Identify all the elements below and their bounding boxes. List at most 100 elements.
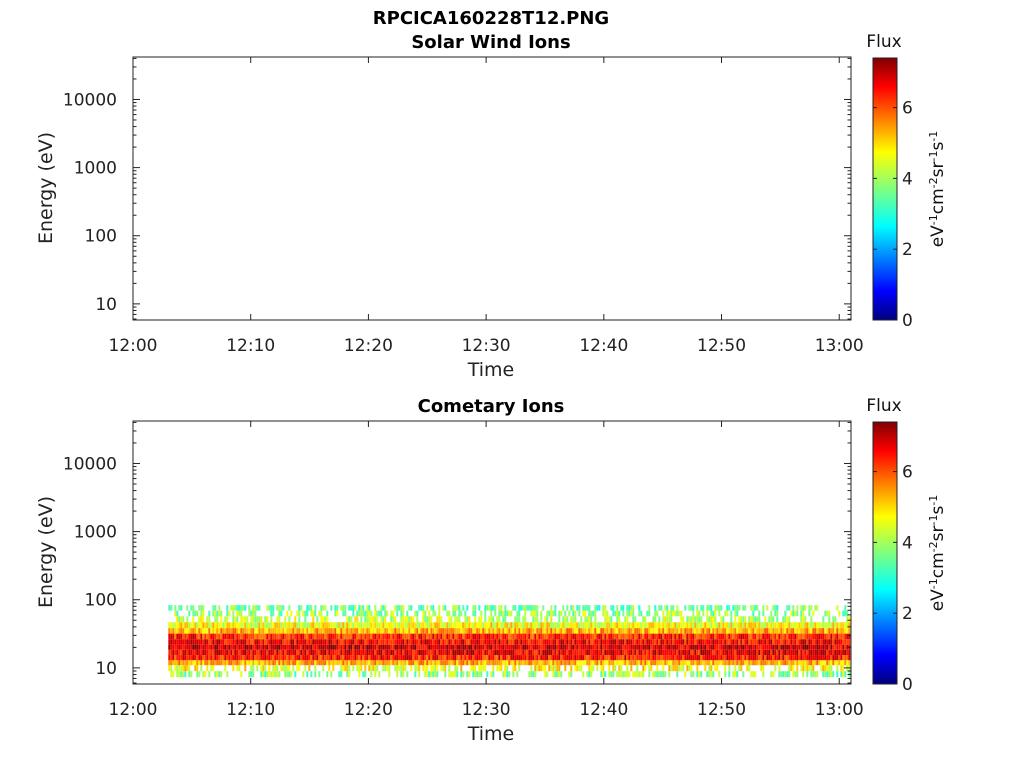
heatmap-cell	[350, 655, 353, 661]
heatmap-cell	[374, 665, 377, 672]
heatmap-cell	[536, 605, 539, 611]
heatmap-cell	[256, 633, 259, 640]
heatmap-cell	[446, 649, 449, 656]
heatmap-cell	[828, 622, 831, 629]
heatmap-cell	[392, 628, 395, 634]
heatmap-cell	[844, 622, 847, 629]
heatmap-cell	[438, 610, 441, 617]
heatmap-cell	[610, 616, 613, 623]
heatmap-cell	[334, 639, 337, 645]
heatmap-cell	[824, 665, 827, 672]
heatmap-cell	[792, 644, 795, 650]
heatmap-cell	[682, 628, 685, 634]
heatmap-cell	[236, 660, 239, 666]
heatmap-cell	[404, 622, 407, 629]
heatmap-cell	[766, 649, 769, 656]
heatmap-cell	[468, 616, 471, 623]
heatmap-cell	[364, 665, 367, 672]
heatmap-cell	[618, 628, 621, 634]
heatmap-cell	[530, 628, 533, 634]
heatmap-cell	[196, 628, 199, 634]
heatmap-cell	[782, 671, 785, 678]
heatmap-cell	[262, 633, 265, 640]
heatmap-cell	[248, 671, 251, 678]
heatmap-cell	[506, 628, 509, 634]
heatmap-cell	[442, 665, 445, 672]
heatmap-cell	[390, 655, 393, 661]
heatmap-cell	[524, 655, 527, 661]
heatmap-cell	[360, 665, 363, 672]
heatmap-cell	[668, 633, 671, 640]
heatmap-cell	[754, 644, 757, 650]
heatmap-cell	[506, 649, 509, 656]
heatmap-cell	[202, 628, 205, 634]
heatmap-cell	[174, 633, 177, 640]
heatmap-cell	[192, 628, 195, 634]
heatmap-cell	[704, 660, 707, 666]
heatmap-cell	[242, 628, 245, 634]
heatmap-cell	[436, 665, 439, 672]
heatmap-cell	[402, 639, 405, 645]
heatmap-cell	[304, 644, 307, 650]
heatmap-cell	[824, 639, 827, 645]
heatmap-cell	[172, 660, 175, 666]
heatmap-cell	[596, 628, 599, 634]
heatmap-cell	[196, 655, 199, 661]
heatmap-cell	[242, 605, 245, 611]
heatmap-cell	[742, 633, 745, 640]
heatmap-cell	[732, 655, 735, 661]
heatmap-cell	[796, 633, 799, 640]
heatmap-cell	[766, 644, 769, 650]
heatmap-cell	[536, 610, 539, 617]
heatmap-cell	[406, 655, 409, 661]
x-tick-label: 13:00	[815, 700, 864, 720]
heatmap-cell	[774, 605, 777, 611]
heatmap-cell	[846, 644, 849, 650]
heatmap-cell	[680, 633, 683, 640]
heatmap-cell	[536, 639, 539, 645]
heatmap-cell	[424, 644, 427, 650]
heatmap-cell	[600, 671, 603, 678]
heatmap-cell	[564, 649, 567, 656]
heatmap-cell	[478, 671, 481, 678]
heatmap-cell	[186, 628, 189, 634]
heatmap-cell	[222, 660, 225, 666]
heatmap-cell	[518, 605, 521, 611]
heatmap-cell	[248, 649, 251, 656]
heatmap-cell	[200, 605, 203, 611]
heatmap-cell	[216, 622, 219, 629]
heatmap-cell	[402, 622, 405, 629]
heatmap-cell	[390, 610, 393, 617]
heatmap-cell	[324, 639, 327, 645]
heatmap-cell	[544, 639, 547, 645]
heatmap-cell	[254, 649, 257, 656]
heatmap-cell	[612, 660, 615, 666]
heatmap-cell	[404, 655, 407, 661]
heatmap-cell	[570, 628, 573, 634]
heatmap-cell	[346, 639, 349, 645]
heatmap-cell	[266, 644, 269, 650]
heatmap-cell	[780, 655, 783, 661]
heatmap-cell	[344, 633, 347, 640]
heatmap-cell	[820, 633, 823, 640]
heatmap-cell	[266, 671, 269, 678]
heatmap-cell	[642, 622, 645, 629]
heatmap-cell	[746, 665, 749, 672]
heatmap-cell	[848, 660, 851, 666]
heatmap-cell	[346, 644, 349, 650]
heatmap-cell	[266, 649, 269, 656]
heatmap-cell	[716, 622, 719, 629]
heatmap-cell	[318, 633, 321, 640]
heatmap-cell	[508, 644, 511, 650]
heatmap-cell	[672, 660, 675, 666]
heatmap-cell	[424, 622, 427, 629]
heatmap-cell	[504, 644, 507, 650]
heatmap-cell	[760, 660, 763, 666]
heatmap-cell	[494, 639, 497, 645]
heatmap-cell	[228, 660, 231, 666]
heatmap-cell	[314, 633, 317, 640]
heatmap-cell	[684, 649, 687, 656]
heatmap-cell	[282, 639, 285, 645]
heatmap-cell	[670, 622, 673, 629]
heatmap-cell	[700, 660, 703, 666]
